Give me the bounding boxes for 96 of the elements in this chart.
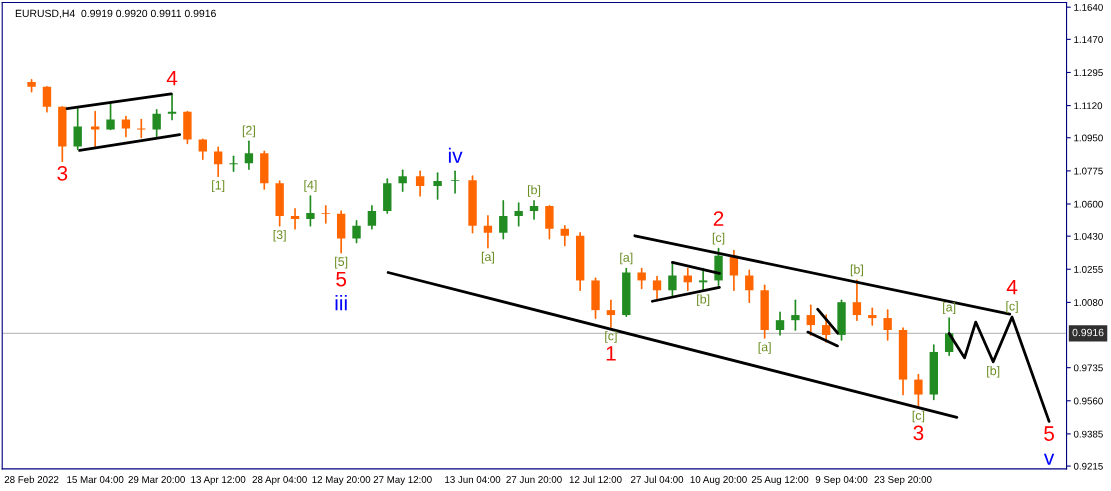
candlestick — [198, 138, 207, 161]
x-tick-label: 29 Mar 20:00 — [128, 476, 185, 483]
candlestick — [806, 304, 815, 336]
x-tick-label: 27 Jul 04:00 — [631, 475, 684, 483]
annotation: [5] — [335, 256, 348, 269]
y-tick-label: 1.1120 — [1074, 102, 1103, 110]
x-tick-label: 28 Apr 04:00 — [252, 476, 307, 485]
y-tick-label: 1.0950 — [1074, 134, 1103, 142]
x-tick-label: 9 Sep 04:00 — [815, 476, 868, 485]
y-tick-label: 0.9735 — [1073, 364, 1103, 372]
x-tick-label: 27 May 12:00 — [373, 476, 432, 485]
annotation: iv — [448, 147, 463, 163]
candlestick — [821, 314, 831, 343]
candlestick — [775, 311, 785, 336]
candlestick — [73, 105, 82, 151]
candlestick — [244, 140, 254, 171]
y-tick-label: 1.0255 — [1074, 266, 1103, 273]
y-tick-label: 1.0080 — [1074, 299, 1103, 306]
annotation: [c] — [605, 331, 617, 343]
y-tick-label: 1.0775 — [1074, 167, 1103, 175]
annotation: 1 — [606, 346, 616, 361]
candlestick — [852, 279, 862, 322]
x-tick-label: 12 May 20:00 — [312, 476, 371, 485]
y-tick-label: 0.9560 — [1073, 397, 1103, 405]
candlestick — [106, 101, 115, 131]
annotation: [1] — [212, 180, 225, 192]
x-tick-label: 13 Jun 04:00 — [445, 476, 501, 483]
candlestick — [545, 205, 554, 240]
y-tick-label: 0.9385 — [1073, 430, 1103, 438]
annotation: [b] — [987, 365, 1000, 378]
candlestick — [42, 86, 52, 113]
annotation: iii — [335, 295, 347, 311]
x-tick-label: 15 Mar 04:00 — [67, 476, 124, 483]
candlestick — [415, 170, 425, 197]
annotation: [a] — [481, 251, 494, 264]
annotation: 4 — [166, 71, 178, 86]
x-tick-label: 23 Sep 20:00 — [874, 476, 932, 485]
annotation: [b] — [697, 294, 710, 307]
annotation: v — [1043, 453, 1055, 465]
candlestick — [290, 208, 300, 230]
annotation: 2 — [713, 211, 724, 226]
candlestick — [167, 93, 177, 121]
candlestick — [152, 108, 161, 138]
annotation: [c] — [1006, 301, 1018, 313]
candlestick — [668, 261, 677, 297]
annotation: 5 — [1044, 426, 1055, 441]
x-tick-label: 25 Aug 12:00 — [751, 476, 809, 485]
candlestick — [450, 170, 460, 194]
annotation: [c] — [712, 232, 725, 245]
annotation: [b] — [850, 264, 863, 277]
annotation: [b] — [527, 185, 541, 197]
x-tick-label: 13 Apr 12:00 — [191, 476, 246, 485]
annotation: [3] — [273, 229, 286, 242]
candlestick — [868, 307, 877, 326]
annotation: 3 — [57, 165, 68, 181]
candlestick — [637, 267, 646, 290]
annotation: 3 — [913, 425, 924, 441]
candlestick — [560, 224, 569, 247]
candlestick — [321, 205, 330, 224]
y-tick-label: 1.0430 — [1074, 232, 1103, 240]
y-tick-label: 0.9215 — [1073, 462, 1103, 470]
candlestick — [529, 200, 539, 220]
candlestick — [433, 172, 442, 200]
annotation: [a] — [943, 302, 956, 314]
candlestick — [367, 205, 377, 230]
candlestick — [213, 146, 223, 178]
candlestick — [483, 215, 493, 249]
x-tick-label: 10 Aug 20:00 — [690, 476, 747, 485]
candlestick — [791, 299, 800, 331]
candlestick — [499, 200, 508, 240]
ref-line-label: 0.9916 — [1072, 328, 1104, 337]
y-tick-label: 1.0600 — [1074, 200, 1103, 208]
candlestick — [745, 269, 754, 304]
annotation: [c] — [912, 410, 925, 423]
annotation: [a] — [620, 252, 633, 265]
candlestick — [652, 275, 662, 302]
annotation: [a] — [758, 342, 771, 354]
annotation: [2] — [242, 125, 255, 138]
annotation: 4 — [1006, 279, 1018, 295]
candlestick — [398, 169, 407, 192]
candlestick — [352, 219, 361, 244]
text: EURUSD,H4 0.9919 0.9920 0.9911 0.9916 — [15, 9, 216, 19]
y-tick-label: 1.1295 — [1074, 69, 1103, 77]
y-tick-label: 1.1640 — [1074, 3, 1103, 11]
x-tick-label: 12 Jul 12:00 — [569, 475, 622, 483]
candlestick — [606, 299, 616, 328]
candlestick — [306, 195, 315, 227]
candlestick — [883, 309, 892, 341]
candlestick — [137, 118, 146, 139]
annotation: [4] — [304, 180, 317, 192]
x-tick-label: 27 Jun 20:00 — [506, 476, 562, 483]
y-tick-label: 1.1470 — [1074, 36, 1103, 43]
x-tick-label: 28 Feb 2022 — [4, 475, 59, 483]
annotation: 5 — [336, 271, 347, 287]
candlestick — [914, 373, 923, 408]
candlestick — [514, 202, 523, 227]
